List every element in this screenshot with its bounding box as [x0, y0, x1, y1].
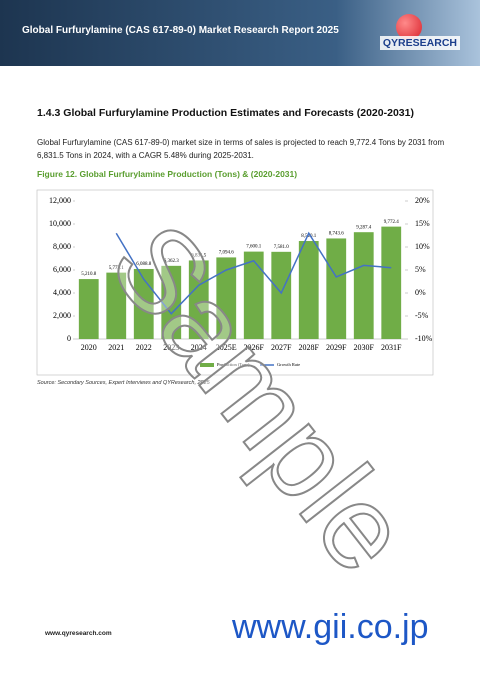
x-tick-label: 2027F: [271, 343, 292, 352]
bar: [161, 265, 182, 339]
y-tick-label: 4,000: [53, 288, 71, 297]
legend-label: Growth Rate: [277, 362, 300, 367]
data-label: 9,287.4: [356, 225, 372, 230]
y2-tick-label: -5%: [415, 311, 429, 320]
y-tick-label: 2,000: [53, 311, 71, 320]
legend-swatch: [200, 363, 214, 367]
data-label: 5,210.8: [81, 272, 97, 277]
data-label: 7,600.1: [246, 245, 262, 250]
bar: [78, 279, 99, 339]
x-tick-label: 2030F: [354, 343, 375, 352]
x-tick-label: 2031F: [381, 343, 402, 352]
data-label: 7,581.0: [274, 245, 290, 250]
y2-tick-label: 20%: [415, 196, 430, 205]
chart: 0 2,000 4,000 6,000 8,000 10,000 12,000 -10% -5%…: [36, 189, 434, 376]
x-tick-label: 2026F: [244, 343, 265, 352]
x-tick-label: 2024: [191, 343, 207, 352]
y2-tick-label: 0%: [415, 288, 426, 297]
bar: [381, 226, 402, 339]
y-tick-label: 12,000: [49, 196, 71, 205]
y2-tick-label: 15%: [415, 219, 430, 228]
watermark-site: www.gii.co.jp: [232, 608, 429, 646]
line: [115, 231, 392, 315]
logo: QYRESEARCH: [379, 36, 460, 50]
bar: [298, 241, 319, 339]
x-tick-label: 2020: [81, 343, 97, 352]
x-tick-label: 2029F: [326, 343, 347, 352]
x-tick-label: 2028F: [299, 343, 320, 352]
y-tick-label: 10,000: [49, 219, 71, 228]
data-label: 8,520.1: [301, 234, 317, 239]
bar: [271, 251, 292, 339]
bar: [243, 251, 264, 339]
data-label: 5,772.1: [109, 266, 125, 271]
chart-frame: [36, 189, 434, 376]
bar: [353, 232, 374, 339]
legend-label: Production (Tons): [217, 362, 250, 367]
bar: [216, 257, 237, 339]
bar: [326, 238, 347, 339]
y2-tick-label: -10%: [415, 334, 433, 343]
figure-caption: Figure 12. Global Furfurylamine Producti…: [37, 169, 298, 179]
header-title: Global Furfurylamine (CAS 617-89-0) Mark…: [22, 25, 339, 36]
data-label: 6,831.5: [191, 254, 207, 259]
data-label: 6,088.8: [136, 262, 152, 267]
data-label: 7,094.6: [219, 251, 235, 256]
source: Source: Secondary Sources, Expert Interv…: [37, 380, 210, 386]
x-tick-label: 2021: [108, 343, 124, 352]
y2-tick-label: 5%: [415, 265, 426, 274]
data-label: 8,743.6: [329, 232, 345, 237]
x-tick-label: 2025E: [216, 343, 237, 352]
bar: [106, 272, 127, 339]
y-tick-label: 8,000: [53, 242, 71, 251]
logo-icon: [396, 14, 422, 40]
y-tick-label: 0: [67, 334, 71, 343]
data-label: 9,772.4: [384, 220, 400, 225]
footer-url: www.qyresearch.com: [45, 630, 112, 637]
paragraph: Global Furfurylamine (CAS 617-89-0) mark…: [37, 138, 445, 160]
section-heading: 1.4.3 Global Furfurylamine Production Es…: [37, 107, 414, 119]
y-tick-label: 6,000: [53, 265, 71, 274]
x-tick-label: 2022: [136, 343, 152, 352]
data-label: 6,362.3: [164, 259, 180, 264]
x-tick-label: 2023: [163, 343, 179, 352]
bar: [188, 260, 209, 339]
y2-tick-label: 10%: [415, 242, 430, 251]
